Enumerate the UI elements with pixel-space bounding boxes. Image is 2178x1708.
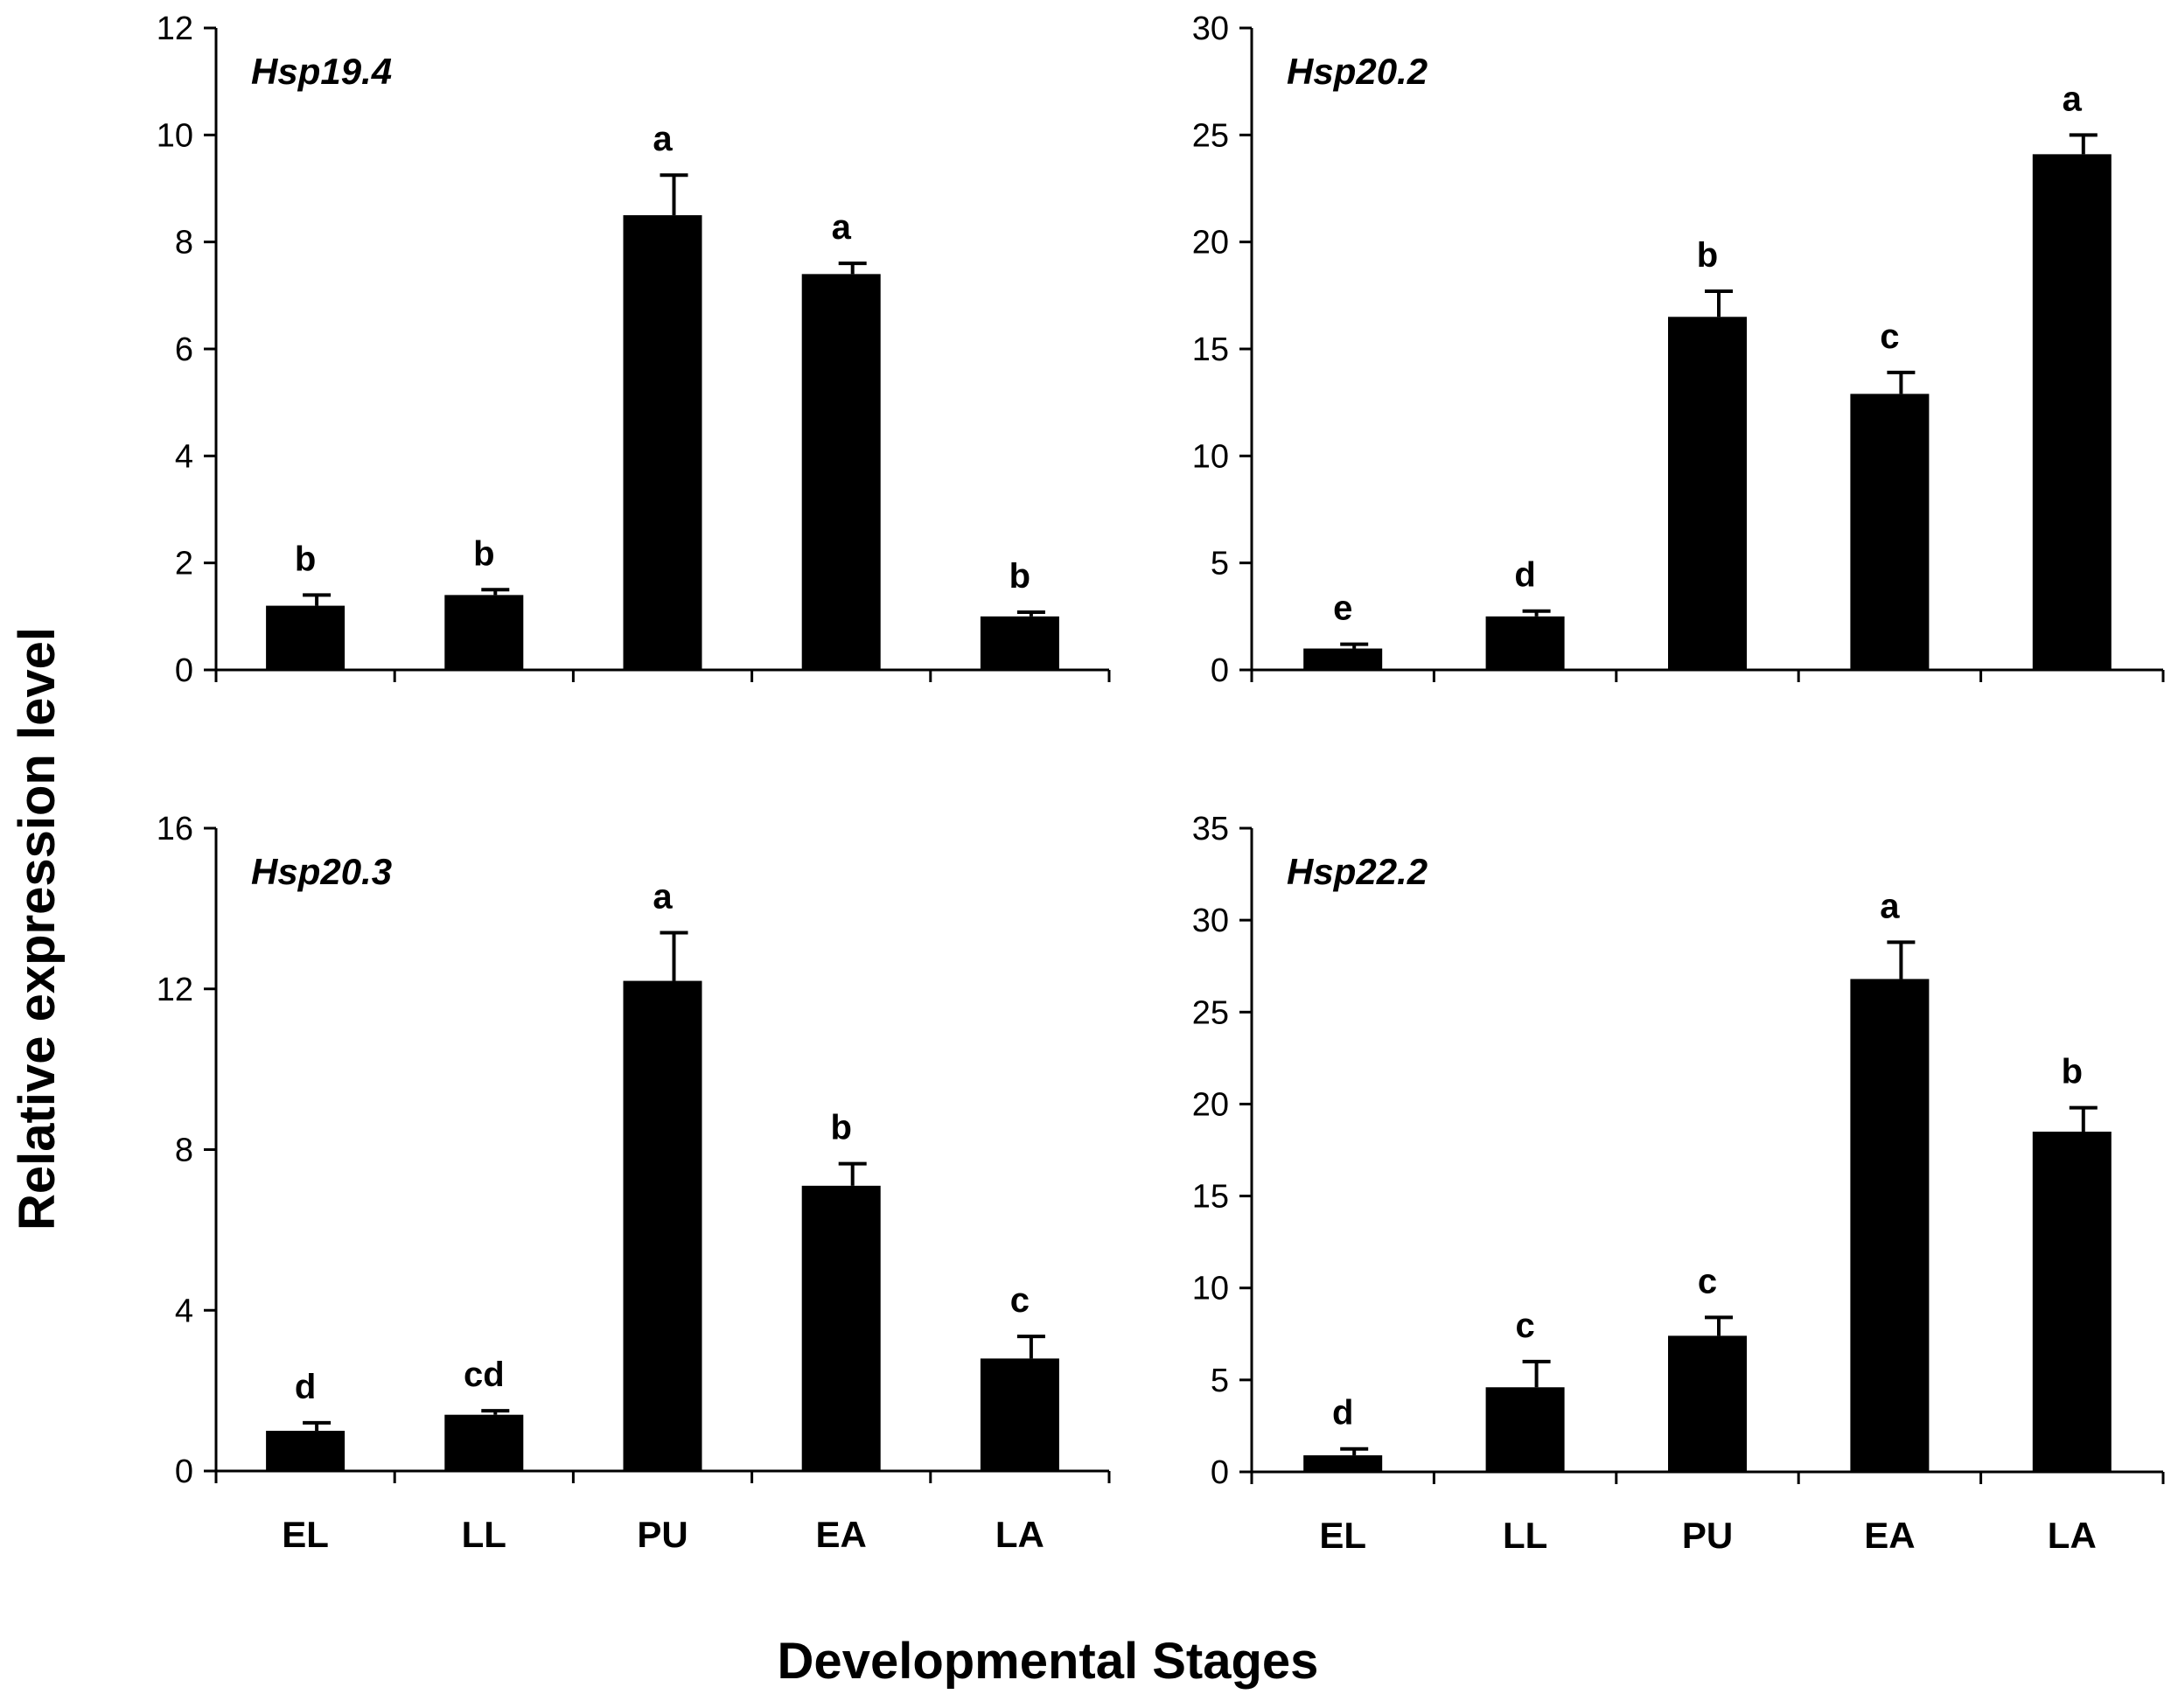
y-tick-label: 8 (175, 1133, 193, 1169)
significance-letter: b (1697, 236, 1718, 275)
significance-letter: d (295, 1368, 316, 1406)
x-tick-label: EA (1864, 1515, 1915, 1556)
bar-pu (1668, 317, 1747, 670)
y-tick-label: 0 (1211, 1454, 1229, 1491)
chart-panel-hsp20-2: 0 5 10 15 20 25 30 e d b c a Hsp20.2 (1192, 10, 2165, 689)
y-tick-label: 20 (1192, 1086, 1229, 1123)
significance-letter: b (1009, 557, 1030, 596)
significance-letter: b (2062, 1053, 2083, 1091)
x-tick-label: PU (1682, 1515, 1733, 1556)
bar-ea (801, 274, 881, 670)
y-tick-label: 30 (1192, 10, 1229, 47)
significance-letter: a (653, 877, 673, 916)
bar-el (266, 1431, 346, 1471)
x-tick-label: LL (462, 1514, 506, 1555)
y-tick-label: 2 (175, 546, 193, 582)
y-tick-label: 10 (157, 117, 193, 154)
significance-letter: d (1332, 1394, 1353, 1433)
bar-ea (1850, 394, 1930, 670)
panel-title: Hsp20.3 (251, 851, 392, 892)
y-tick-label: 15 (1192, 331, 1229, 368)
x-tick-label: EL (282, 1514, 329, 1555)
y-tick-label: 4 (175, 438, 193, 475)
chart-panel-hsp20-3: 0 4 8 12 16 d EL cd LL a PU b EA c LA Hsp20.3 (157, 811, 1111, 1555)
bar-ll (444, 1414, 524, 1471)
y-tick-label: 10 (1192, 438, 1229, 475)
significance-letter: a (653, 120, 673, 158)
bar-ll (1485, 616, 1565, 670)
y-tick-label: 8 (175, 225, 193, 261)
y-tick-label: 10 (1192, 1271, 1229, 1307)
x-tick-label: LA (995, 1514, 1044, 1555)
bar-la (2032, 154, 2112, 670)
y-tick-label: 16 (157, 811, 193, 847)
significance-letter: c (1515, 1307, 1534, 1345)
chart-panels: 0 2 4 6 8 10 12 b b a a b Hsp19.4 0 5 10 15 20 25 30 e d b c a Hs… (157, 10, 2165, 1556)
y-tick-label: 25 (1192, 994, 1229, 1031)
bar-pu (1668, 1335, 1747, 1472)
bar-el (1303, 648, 1383, 670)
x-tick-label: EA (816, 1514, 867, 1555)
significance-letter: b (473, 534, 494, 573)
bar-la (980, 1358, 1059, 1471)
x-axis-title: Developmental Stages (778, 1633, 1319, 1690)
bar-ea (1850, 979, 1930, 1472)
y-tick-label: 6 (175, 331, 193, 368)
y-tick-label: 25 (1192, 117, 1229, 154)
y-tick-label: 30 (1192, 903, 1229, 939)
significance-letter: e (1333, 589, 1352, 628)
y-tick-label: 5 (1211, 546, 1229, 582)
panel-title: Hsp19.4 (251, 51, 392, 92)
significance-letter: c (1698, 1262, 1717, 1300)
bar-la (980, 616, 1059, 670)
significance-letter: d (1514, 556, 1535, 595)
significance-letter: c (1010, 1281, 1030, 1320)
significance-letter: c (1880, 317, 1899, 356)
x-tick-label: LA (2048, 1515, 2097, 1556)
y-tick-label: 35 (1192, 811, 1229, 847)
y-tick-label: 5 (1211, 1363, 1229, 1399)
y-tick-label: 0 (175, 652, 193, 689)
chart-panel-hsp22-2: 0 5 10 15 20 25 30 35 d EL c LL c PU a EA b LA Hsp22.2 (1192, 811, 2165, 1556)
x-tick-label: LL (1503, 1515, 1547, 1556)
bar-el (1303, 1455, 1383, 1472)
significance-letter: a (2063, 80, 2083, 118)
y-tick-label: 12 (157, 10, 193, 47)
chart-panel-hsp19-4: 0 2 4 6 8 10 12 b b a a b Hsp19.4 (157, 10, 1111, 689)
significance-letter: a (832, 208, 852, 247)
y-axis-title: Relative expression level (9, 627, 66, 1230)
y-tick-label: 20 (1192, 225, 1229, 261)
x-tick-label: EL (1319, 1515, 1366, 1556)
bar-la (2032, 1131, 2112, 1472)
panel-title: Hsp20.2 (1287, 51, 1428, 92)
x-tick-label: PU (637, 1514, 688, 1555)
y-tick-label: 0 (1211, 652, 1229, 689)
y-tick-label: 0 (175, 1454, 193, 1490)
significance-letter: cd (464, 1356, 505, 1394)
bar-ll (1485, 1387, 1565, 1472)
y-tick-label: 12 (157, 972, 193, 1008)
panel-title: Hsp22.2 (1287, 851, 1428, 892)
bar-el (266, 605, 346, 670)
bar-pu (623, 215, 702, 671)
bar-ea (801, 1185, 881, 1471)
bar-pu (623, 980, 702, 1471)
significance-letter: b (295, 540, 316, 578)
y-tick-label: 4 (175, 1293, 193, 1329)
bar-ll (444, 595, 524, 670)
y-tick-label: 15 (1192, 1179, 1229, 1216)
significance-letter: b (830, 1109, 851, 1147)
significance-letter: a (1880, 887, 1900, 925)
